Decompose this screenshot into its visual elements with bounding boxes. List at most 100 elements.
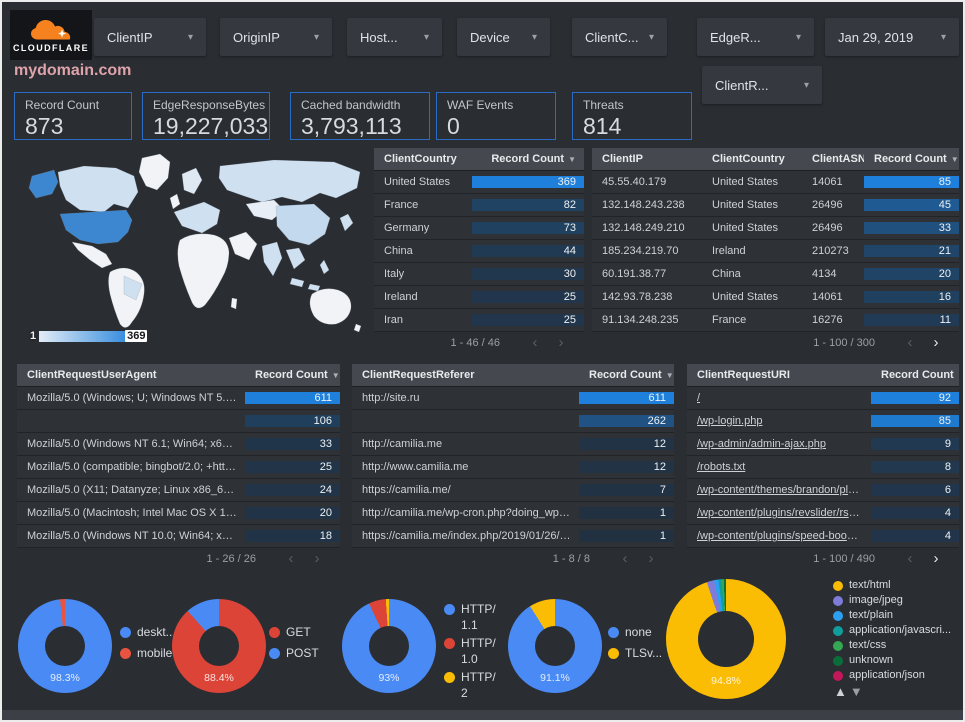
table-row[interactable]: China 44: [374, 240, 584, 263]
table-row[interactable]: /wp-content/themes/brandon/plu... 6: [687, 479, 959, 502]
legend-item[interactable]: text/css: [833, 638, 951, 653]
table-row[interactable]: http://www.camilia.me 12: [352, 456, 674, 479]
table-row[interactable]: Mozilla/5.0 (Windows; U; Windows NT 5.1;…: [17, 387, 340, 410]
legend-item[interactable]: GET: [269, 622, 319, 643]
column-header[interactable]: Record Count▼: [491, 153, 576, 165]
legend-dot: [269, 627, 280, 638]
record-count-cell: 45: [864, 199, 959, 211]
table-row[interactable]: United States 369: [374, 171, 584, 194]
column-header[interactable]: ClientASN: [812, 153, 864, 165]
table-row[interactable]: Ireland 25: [374, 286, 584, 309]
column-header[interactable]: Record Count▼: [589, 369, 674, 381]
next-page-icon[interactable]: ›: [933, 334, 939, 351]
dimension-cell: 185.234.219.70: [602, 245, 679, 257]
next-page-icon[interactable]: ›: [933, 550, 939, 567]
date-range-picker[interactable]: Jan 29, 2019 ▾: [825, 18, 959, 56]
legend-item[interactable]: HTTP/2: [444, 668, 496, 702]
column-header[interactable]: ClientIP: [602, 153, 643, 165]
table-row[interactable]: http://camilia.me/wp-cron.php?doing_wp_c…: [352, 502, 674, 525]
prev-page-icon[interactable]: ‹: [288, 550, 294, 567]
table-row[interactable]: https://camilia.me/7: [352, 479, 674, 502]
column-header[interactable]: Record Count▼: [871, 369, 959, 381]
table-row[interactable]: Mozilla/5.0 (compatible; bingbot/2.0; +h…: [17, 456, 340, 479]
table-row[interactable]: 106: [17, 410, 340, 433]
table-row[interactable]: /wp-content/plugins/revslider/rs-p... 4: [687, 502, 959, 525]
legend-scroll-down-icon[interactable]: ▼: [849, 684, 866, 699]
column-header[interactable]: ClientRequestURI: [697, 369, 790, 381]
column-header[interactable]: ClientCountry: [712, 153, 785, 165]
legend-item[interactable]: mobile: [120, 643, 176, 664]
table-row[interactable]: Mozilla/5.0 (Windows NT 10.0; Win64; x64…: [17, 525, 340, 548]
table-row[interactable]: http://site.ru 611: [352, 387, 674, 410]
column-header[interactable]: ClientCountry: [384, 153, 457, 165]
legend-item[interactable]: TLSv...: [608, 643, 662, 664]
table-row[interactable]: Mozilla/5.0 (X11; Datanyze; Linux x86_64…: [17, 479, 340, 502]
filter-clientrequest[interactable]: ClientR... ▾: [702, 66, 822, 104]
column-header[interactable]: ClientRequestUserAgent: [27, 369, 157, 381]
legend-item[interactable]: HTTP/1.0: [444, 634, 496, 668]
filter-originip[interactable]: OriginIP ▾: [220, 18, 332, 56]
table-row[interactable]: Mozilla/5.0 (Windows NT 6.1; Win64; x64;…: [17, 433, 340, 456]
legend-item[interactable]: application/json: [833, 668, 951, 683]
world-map-chart[interactable]: 1 369: [24, 148, 372, 346]
table-row[interactable]: http://camilia.me 12: [352, 433, 674, 456]
filter-device[interactable]: Device ▾: [457, 18, 550, 56]
donut-hole: [45, 626, 85, 666]
next-page-icon[interactable]: ›: [558, 334, 564, 351]
content-type-donut-chart[interactable]: 94.8%: [666, 579, 786, 699]
table-row[interactable]: /robots.txt 8: [687, 456, 959, 479]
http-method-donut-chart[interactable]: 88.4%: [172, 599, 266, 693]
column-header[interactable]: Record Count▼: [255, 369, 340, 381]
column-header[interactable]: ClientRequestReferer: [362, 369, 475, 381]
legend-item[interactable]: text/html: [833, 578, 951, 593]
table-row[interactable]: Italy 30: [374, 263, 584, 286]
device-type-donut-chart[interactable]: 98.3%: [18, 599, 112, 693]
table-row[interactable]: 142.93.78.238 United States 14061 16: [592, 286, 959, 309]
filter-clientip[interactable]: ClientIP ▾: [94, 18, 206, 56]
filter-clientcountry[interactable]: ClientC... ▾: [572, 18, 667, 56]
prev-page-icon[interactable]: ‹: [622, 550, 628, 567]
http-version-donut-chart[interactable]: 93%: [342, 599, 436, 693]
table-row[interactable]: 185.234.219.70 Ireland 210273 21: [592, 240, 959, 263]
country-uk: [169, 193, 181, 210]
prev-page-icon[interactable]: ‹: [907, 334, 913, 351]
legend-dot: [444, 638, 455, 649]
filter-edgeresponse[interactable]: EdgeR... ▾: [697, 18, 814, 56]
table-row[interactable]: 45.55.40.179 United States 14061 85: [592, 171, 959, 194]
table-row[interactable]: /wp-login.php 85: [687, 410, 959, 433]
next-page-icon[interactable]: ›: [648, 550, 654, 567]
legend-item[interactable]: application/javascri...: [833, 623, 951, 638]
table-row[interactable]: /wp-content/plugins/speed-booste... 4: [687, 525, 959, 548]
table-row[interactable]: https://camilia.me/index.php/2019/01/26/…: [352, 525, 674, 548]
table-row[interactable]: /wp-admin/admin-ajax.php 9: [687, 433, 959, 456]
table-row[interactable]: / 92: [687, 387, 959, 410]
table-row[interactable]: 262: [352, 410, 674, 433]
table-row[interactable]: France 82: [374, 194, 584, 217]
country-philippines: [319, 259, 330, 275]
legend-item[interactable]: deskt...: [120, 622, 176, 643]
tls-version-donut-chart[interactable]: 91.1%: [508, 599, 602, 693]
country-se-asia: [285, 247, 306, 270]
next-page-icon[interactable]: ›: [314, 550, 320, 567]
legend-item[interactable]: unknown: [833, 653, 951, 668]
legend-scroll-up-icon[interactable]: ▲: [834, 684, 850, 699]
table-row[interactable]: 132.148.243.238 United States 26496 45: [592, 194, 959, 217]
prev-page-icon[interactable]: ‹: [907, 550, 913, 567]
referer-table: ClientRequestReferer Record Count ▼ http://…: [352, 364, 674, 570]
legend-item[interactable]: none: [608, 622, 662, 643]
filter-host[interactable]: Host... ▾: [347, 18, 442, 56]
legend-item[interactable]: text/plain: [833, 608, 951, 623]
table-row[interactable]: Germany 73: [374, 217, 584, 240]
table-row[interactable]: Mozilla/5.0 (Macintosh; Intel Mac OS X 1…: [17, 502, 340, 525]
table-row[interactable]: 132.148.249.210 United States 26496 33: [592, 217, 959, 240]
legend-item[interactable]: HTTP/1.1: [444, 600, 496, 634]
prev-page-icon[interactable]: ‹: [532, 334, 538, 351]
legend-item[interactable]: POST: [269, 643, 319, 664]
table-row[interactable]: 60.191.38.77 China 4134 20: [592, 263, 959, 286]
table-row[interactable]: 91.134.248.235 France 16276 11: [592, 309, 959, 332]
legend-item[interactable]: image/jpeg: [833, 593, 951, 608]
donut-hole: [199, 626, 239, 666]
column-header[interactable]: Record Count▼: [874, 153, 959, 165]
table-row[interactable]: Iran 25: [374, 309, 584, 332]
donut-hole: [369, 626, 409, 666]
